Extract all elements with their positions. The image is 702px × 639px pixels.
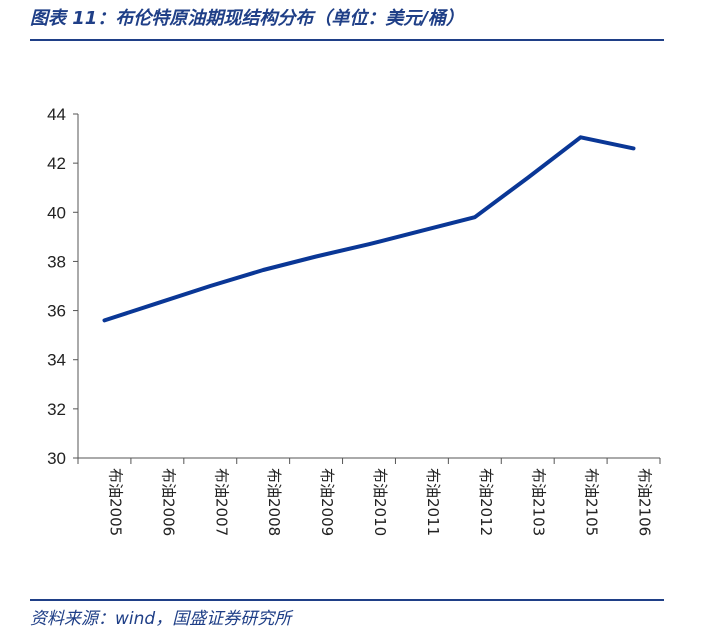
x-tick-label: 布油2009: [318, 468, 336, 536]
title-divider: [30, 39, 664, 41]
x-tick-label: 布油2011: [424, 468, 442, 536]
x-tick-label: 布油2012: [477, 468, 495, 536]
y-tick-label: 44: [47, 105, 66, 124]
line-chart: 30 32 34 36 38 40 42 44 布油2005 布油2006 布油2007 布油2008…: [47, 105, 661, 536]
y-tick-label: 36: [47, 302, 66, 321]
y-tick-label: 32: [47, 400, 66, 419]
chart-title: 图表 11：布伦特原油期现结构分布（单位：美元/桶）: [30, 8, 464, 29]
source-note: 资料来源：wind，国盛证券研究所: [30, 609, 292, 629]
y-tick-label: 42: [47, 154, 66, 173]
x-tick-label: 布油2006: [159, 468, 177, 536]
y-tick-label: 38: [47, 252, 66, 271]
y-tick-label: 34: [47, 351, 66, 370]
x-tick-label: 布油2007: [212, 468, 230, 536]
series-line: [102, 135, 636, 323]
x-tick-label: 布油2010: [371, 468, 389, 536]
x-tick-label: 布油2005: [106, 468, 124, 536]
y-tick-label: 30: [47, 449, 66, 468]
footer-divider: [30, 599, 664, 601]
x-tick-label: 布油2103: [530, 468, 548, 536]
y-tick-label: 40: [47, 203, 66, 222]
x-tick-label: 布油2105: [583, 468, 601, 536]
x-tick-label: 布油2106: [636, 468, 654, 536]
x-tick-label: 布油2008: [265, 468, 283, 536]
